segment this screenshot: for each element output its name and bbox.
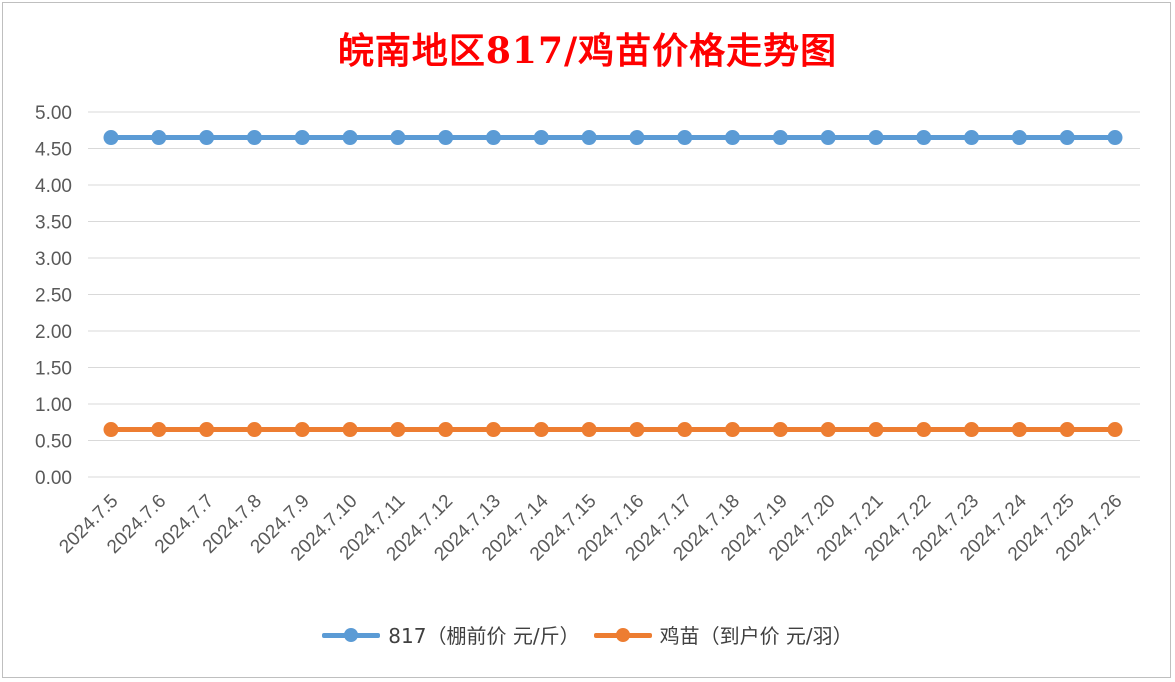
data-point-0-13[interactable] bbox=[725, 130, 741, 146]
data-point-1-14[interactable] bbox=[772, 422, 788, 438]
data-point-0-11[interactable] bbox=[629, 130, 645, 146]
data-point-1-20[interactable] bbox=[1059, 422, 1075, 438]
data-point-0-0[interactable] bbox=[103, 130, 119, 146]
data-point-1-13[interactable] bbox=[725, 422, 741, 438]
data-point-1-4[interactable] bbox=[294, 422, 310, 438]
data-point-1-10[interactable] bbox=[581, 422, 597, 438]
data-point-1-18[interactable] bbox=[964, 422, 980, 438]
legend-swatch-chick bbox=[593, 625, 652, 645]
data-point-0-16[interactable] bbox=[868, 130, 884, 146]
y-tick-label: 3.00 bbox=[35, 249, 72, 270]
y-tick-label: 1.00 bbox=[35, 395, 72, 416]
chart-title: 皖南地区817/鸡苗价格走势图 bbox=[337, 30, 838, 72]
data-point-0-1[interactable] bbox=[151, 130, 167, 146]
x-axis-tick-labels: 2024.7.52024.7.62024.7.72024.7.82024.7.9… bbox=[55, 490, 1126, 565]
y-tick-label: 2.00 bbox=[35, 322, 72, 343]
legend-label-817: 817（棚前价 元/斤） bbox=[388, 624, 580, 648]
data-point-1-3[interactable] bbox=[246, 422, 262, 438]
y-tick-label: 4.50 bbox=[35, 140, 72, 161]
data-point-1-1[interactable] bbox=[151, 422, 167, 438]
legend-label-chick: 鸡苗（到户价 元/羽） bbox=[659, 624, 853, 648]
data-point-1-11[interactable] bbox=[629, 422, 645, 438]
data-point-1-9[interactable] bbox=[533, 422, 549, 438]
data-point-0-18[interactable] bbox=[964, 130, 980, 146]
data-point-1-7[interactable] bbox=[438, 422, 454, 438]
data-point-0-4[interactable] bbox=[294, 130, 310, 146]
y-tick-label: 1.50 bbox=[35, 359, 72, 380]
data-point-0-8[interactable] bbox=[485, 130, 501, 146]
data-point-0-15[interactable] bbox=[820, 130, 836, 146]
y-tick-label: 2.50 bbox=[35, 286, 72, 307]
gridlines bbox=[88, 111, 1140, 478]
data-point-1-19[interactable] bbox=[1011, 422, 1027, 438]
data-point-0-3[interactable] bbox=[246, 130, 262, 146]
data-point-0-5[interactable] bbox=[342, 130, 358, 146]
data-point-0-12[interactable] bbox=[677, 130, 693, 146]
y-tick-label: 5.00 bbox=[35, 103, 72, 124]
data-point-0-20[interactable] bbox=[1059, 130, 1075, 146]
data-point-1-8[interactable] bbox=[485, 422, 501, 438]
data-point-0-9[interactable] bbox=[533, 130, 549, 146]
data-point-1-6[interactable] bbox=[390, 422, 406, 438]
data-point-0-19[interactable] bbox=[1011, 130, 1027, 146]
data-point-1-5[interactable] bbox=[342, 422, 358, 438]
series-lines bbox=[103, 130, 1123, 438]
data-point-0-10[interactable] bbox=[581, 130, 597, 146]
data-point-0-14[interactable] bbox=[772, 130, 788, 146]
data-point-0-7[interactable] bbox=[438, 130, 454, 146]
y-tick-label: 0.00 bbox=[35, 468, 72, 489]
y-axis-tick-labels: 0.00 0.50 1.00 1.50 2.00 2.50 3.00 3.50 4.00 4.50… bbox=[35, 103, 72, 489]
data-point-1-17[interactable] bbox=[916, 422, 932, 438]
y-tick-label: 4.00 bbox=[35, 176, 72, 197]
data-point-1-16[interactable] bbox=[868, 422, 884, 438]
data-point-0-17[interactable] bbox=[916, 130, 932, 146]
data-point-1-0[interactable] bbox=[103, 422, 119, 438]
data-point-1-12[interactable] bbox=[677, 422, 693, 438]
data-point-1-21[interactable] bbox=[1107, 422, 1123, 438]
legend: 817（棚前价 元/斤） 鸡苗（到户价 元/羽） bbox=[0, 620, 1175, 649]
legend-item-chick[interactable]: 鸡苗（到户价 元/羽） bbox=[593, 620, 853, 649]
y-tick-label: 3.50 bbox=[35, 213, 72, 234]
data-point-0-21[interactable] bbox=[1107, 130, 1123, 146]
data-point-0-2[interactable] bbox=[199, 130, 215, 146]
legend-swatch-817 bbox=[322, 625, 381, 645]
data-point-1-2[interactable] bbox=[199, 422, 215, 438]
y-tick-label: 0.50 bbox=[35, 432, 72, 453]
legend-item-817[interactable]: 817（棚前价 元/斤） bbox=[322, 620, 580, 649]
data-point-0-6[interactable] bbox=[390, 130, 406, 146]
data-point-1-15[interactable] bbox=[820, 422, 836, 438]
